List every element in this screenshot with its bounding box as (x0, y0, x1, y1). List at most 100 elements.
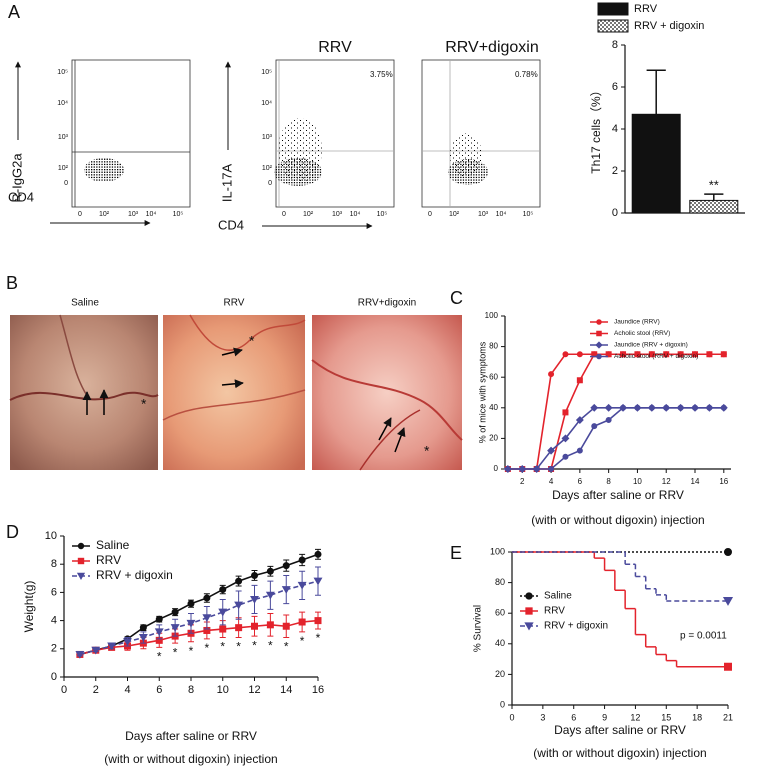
marker (298, 618, 306, 626)
marker (562, 351, 569, 358)
marker (107, 642, 117, 651)
marker (281, 586, 291, 594)
y-tick-label: 6 (51, 586, 57, 598)
x-tick-label: 6 (156, 684, 162, 696)
x-tick-label: 15 (661, 712, 671, 722)
y-tick-label: 0 (51, 671, 57, 683)
line (79, 619, 319, 656)
annotation: p = 0.0011 (680, 631, 727, 642)
flow-tick-label: 0 (282, 211, 286, 218)
marker (575, 416, 584, 424)
y-axis-label: R-IgG2a (9, 153, 24, 203)
marker (596, 330, 602, 337)
x-tick-label: 8 (606, 477, 611, 486)
panel-label: E (450, 543, 462, 563)
significance: * (300, 634, 305, 648)
panel-label: B (6, 273, 18, 293)
y-axis-label: IL-17A (219, 164, 234, 203)
y-tick-label: 6 (612, 81, 618, 93)
marker (251, 571, 258, 579)
flow-tick-label: 0 (428, 211, 432, 218)
significance: * (157, 650, 162, 664)
marker (596, 319, 602, 325)
marker (202, 614, 212, 623)
photo-detail (162, 389, 306, 421)
marker (235, 577, 243, 585)
marker (547, 446, 556, 455)
marker (77, 557, 85, 565)
legend-label: Jaundice (RRV + digoxin) (614, 342, 688, 349)
x-tick-label: 21 (723, 712, 733, 722)
flow-tick-label: 10⁴ (350, 211, 361, 218)
marker (297, 581, 307, 590)
y-tick-label: 60 (489, 372, 498, 381)
marker (525, 592, 533, 600)
y-axis-label: Th17 cells（%） (589, 84, 603, 173)
significance: ** (709, 178, 719, 193)
legend-label: RRV + digoxin (96, 568, 173, 582)
flow-tick-label: 10² (99, 211, 110, 218)
marker (218, 608, 228, 617)
marker (533, 466, 540, 472)
marker (692, 404, 699, 411)
significance: * (316, 631, 321, 645)
asterisk: * (249, 333, 255, 349)
arrow (221, 379, 244, 389)
y-tick-label: 0 (612, 207, 618, 219)
y-axis-label: % Survival (473, 605, 484, 652)
marker (139, 624, 147, 632)
x-axis-label: (with or without digoxin) injection (531, 513, 704, 527)
marker (298, 556, 306, 564)
x-axis-label: CD4 (218, 217, 244, 232)
marker (235, 624, 243, 632)
x-tick-label: 2 (93, 684, 99, 696)
legend-label: RRV (634, 3, 658, 15)
marker (576, 377, 583, 384)
arrow (221, 347, 243, 357)
photo-title: RRV (224, 298, 245, 309)
marker (605, 417, 612, 424)
marker (620, 351, 627, 358)
marker (76, 572, 86, 580)
flow-plots: R-IgG2a CD4 IL-17A CD4 RRV RRV+digoxin 3… (8, 39, 541, 232)
marker (155, 615, 163, 623)
marker (219, 586, 227, 594)
dot-cloud (448, 159, 488, 185)
marker (561, 434, 570, 443)
y-tick-label: 2 (612, 165, 618, 177)
flow-tick-label: 10⁵ (173, 211, 184, 218)
marker (186, 619, 196, 628)
photo-detail (9, 391, 159, 401)
flow-title: RRV (318, 39, 352, 56)
significance: * (205, 641, 210, 655)
x-axis-label: Days after saline or RRV (554, 723, 686, 737)
error-bar (704, 193, 724, 201)
marker (562, 453, 569, 460)
marker (634, 351, 641, 358)
marker (663, 404, 670, 411)
dot-cloud (84, 158, 124, 182)
marker (314, 617, 322, 625)
photos: Saline RRV RRV+digoxin * * * (9, 298, 463, 471)
marker (648, 351, 655, 358)
x-tick-label: 3 (540, 712, 545, 722)
marker (519, 466, 526, 472)
marker (77, 542, 85, 550)
arrow (394, 427, 406, 453)
flow-title: RRV+digoxin (445, 39, 539, 56)
x-tick-label: 14 (280, 684, 292, 696)
marker (596, 353, 602, 360)
significance: * (252, 638, 257, 652)
flow-tick-label: 0 (78, 211, 82, 218)
marker (576, 351, 583, 358)
y-tick-label: 10 (45, 530, 57, 542)
marker (591, 423, 598, 430)
flow-tick-label: 10⁵ (57, 69, 68, 76)
legend-label: Acholic stool (RRV + digoxin) (614, 353, 698, 360)
dot-cloud (274, 158, 322, 186)
asterisk: * (141, 396, 147, 412)
x-tick-label: 12 (248, 684, 260, 696)
legend-swatch (597, 19, 629, 33)
flow-tick-label: 10⁵ (523, 211, 534, 218)
y-tick-label: 80 (495, 577, 505, 587)
